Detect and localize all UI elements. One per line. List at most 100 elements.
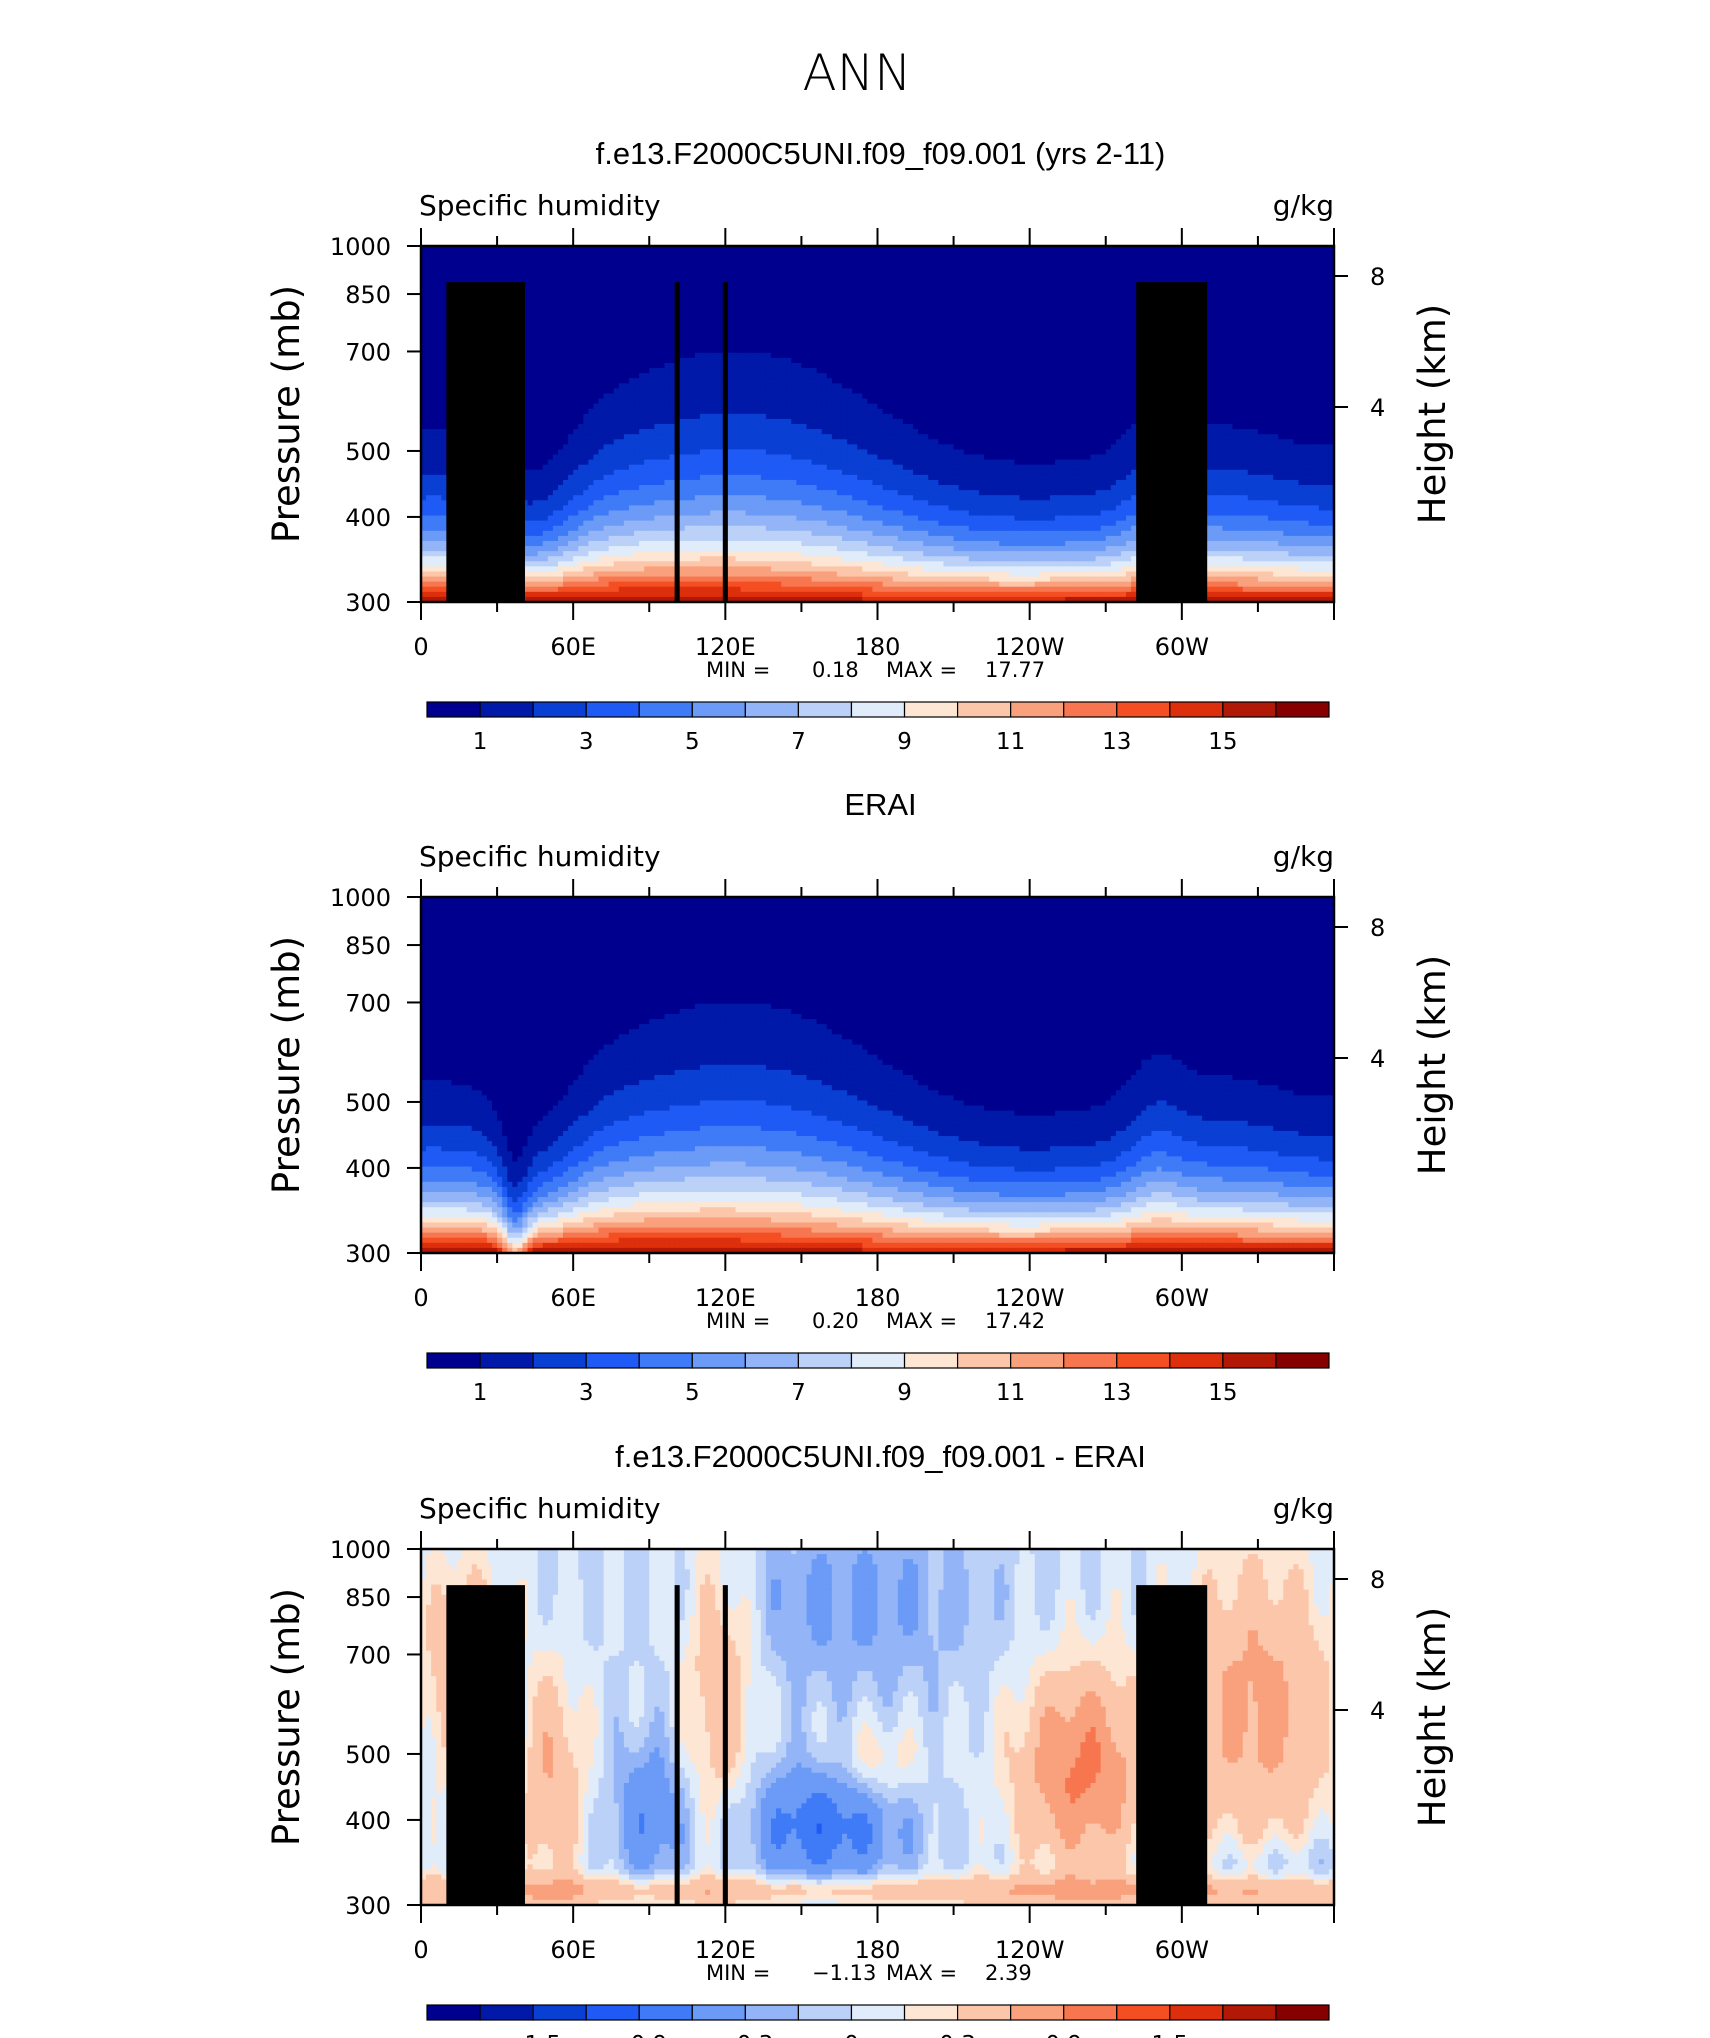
colorbar-box [1276, 1353, 1329, 1368]
min-label: MIN = [706, 658, 770, 682]
y-tick-label: 1000 [330, 233, 391, 261]
units-label: g/kg [1273, 840, 1334, 873]
colorbar-label: 13 [1102, 1380, 1131, 1406]
y-axis-title: Pressure (mb) [265, 936, 308, 1194]
min-label: MIN = [706, 1309, 770, 1333]
y-tick-label: 500 [345, 1741, 391, 1769]
colorbar-box [480, 702, 533, 717]
units-label: g/kg [1273, 189, 1334, 222]
x-tick-label: 60E [550, 1936, 596, 1964]
x-tick-label: 180 [855, 1936, 901, 1964]
colorbar-box [905, 1353, 958, 1368]
colorbar-box [692, 1353, 745, 1368]
colorbar-box [798, 2005, 851, 2020]
colorbar-box [586, 702, 639, 717]
y-tick-label: 850 [345, 1584, 391, 1612]
colorbar-box [1276, 2005, 1329, 2020]
x-tick-label: 120W [995, 633, 1065, 661]
colorbar-box [639, 2005, 692, 2020]
y-tick-label: 850 [345, 932, 391, 960]
colorbar-label: −0.9 [611, 2032, 667, 2038]
y-tick-label: 1000 [330, 884, 391, 912]
x-tick-label: 0 [413, 1284, 428, 1312]
colorbar-box [1117, 2005, 1170, 2020]
max-value: 2.39 [985, 1961, 1032, 1985]
y-tick-label: 850 [345, 281, 391, 309]
y-tick-label: 500 [345, 1089, 391, 1117]
colorbar-label: 7 [791, 729, 806, 755]
colorbar-box [1170, 702, 1223, 717]
colorbar-box [480, 2005, 533, 2020]
colorbar-box [1064, 2005, 1117, 2020]
colorbar-box [533, 702, 586, 717]
panel-title: f.e13.F2000C5UNI.f09_f09.001 - ERAI [615, 1439, 1146, 1474]
colorbar-box [798, 1353, 851, 1368]
x-tick-label: 120E [695, 633, 756, 661]
y-tick-label: 400 [345, 504, 391, 532]
y-right-tick-label: 4 [1370, 1697, 1385, 1725]
y-tick-label: 500 [345, 438, 391, 466]
colorbar-label: 1 [473, 729, 488, 755]
colorbar-label: 9 [897, 729, 912, 755]
colorbar-box [1276, 702, 1329, 717]
y-tick-label: 300 [345, 1892, 391, 1920]
x-tick-label: 0 [413, 633, 428, 661]
colorbar-box [1223, 702, 1276, 717]
colorbar-label: 5 [685, 729, 700, 755]
colorbar-box [958, 1353, 1011, 1368]
x-tick-label: 60E [550, 633, 596, 661]
contour-field [421, 897, 1335, 1254]
y-right-tick-label: 4 [1370, 1045, 1385, 1073]
max-label: MAX = [886, 658, 957, 682]
colorbar-label: 0 [844, 2032, 859, 2038]
colorbar-label: 15 [1208, 729, 1237, 755]
colorbar-box [639, 1353, 692, 1368]
x-tick-label: 120E [695, 1284, 756, 1312]
colorbar-box [1223, 2005, 1276, 2020]
colorbar-box [533, 2005, 586, 2020]
colorbar-box [427, 702, 480, 717]
y-right-axis-title: Height (km) [1411, 304, 1454, 524]
colorbar: 1 3 5 7 9 11 13 15 [427, 1353, 1329, 1406]
x-tick-label: 180 [855, 1284, 901, 1312]
colorbar-label: 15 [1208, 1380, 1237, 1406]
colorbar-box [639, 702, 692, 717]
y-tick-label: 400 [345, 1807, 391, 1835]
colorbar-box [905, 2005, 958, 2020]
x-tick-label: 60W [1155, 1936, 1209, 1964]
colorbar-label: 0.3 [939, 2032, 976, 2038]
y-right-tick-label: 8 [1370, 1566, 1385, 1594]
variable-label: Specific humidity [419, 840, 661, 873]
colorbar-label: 3 [579, 729, 594, 755]
colorbar-box [692, 702, 745, 717]
y-tick-label: 400 [345, 1155, 391, 1183]
x-tick-label: 60W [1155, 1284, 1209, 1312]
x-tick-label: 60W [1155, 633, 1209, 661]
colorbar-box [1011, 702, 1064, 717]
y-tick-label: 700 [345, 1641, 391, 1669]
y-tick-label: 700 [345, 989, 391, 1017]
colorbar-box [1223, 1353, 1276, 1368]
colorbar-box [1170, 2005, 1223, 2020]
colorbar-box [427, 1353, 480, 1368]
variable-label: Specific humidity [419, 1492, 661, 1525]
colorbar-box [745, 1353, 798, 1368]
colorbar-label: 1 [473, 1380, 488, 1406]
colorbar-label: 7 [791, 1380, 806, 1406]
colorbar-box [798, 702, 851, 717]
y-right-tick-label: 8 [1370, 263, 1385, 291]
colorbar-label: 13 [1102, 729, 1131, 755]
colorbar-box [1064, 702, 1117, 717]
y-right-tick-label: 4 [1370, 394, 1385, 422]
x-tick-label: 180 [855, 633, 901, 661]
colorbar-box [958, 702, 1011, 717]
y-right-axis-title: Height (km) [1411, 955, 1454, 1175]
units-label: g/kg [1273, 1492, 1334, 1525]
max-label: MAX = [886, 1961, 957, 1985]
colorbar-box [851, 1353, 904, 1368]
colorbar-box [745, 2005, 798, 2020]
variable-label: Specific humidity [419, 189, 661, 222]
x-tick-label: 60E [550, 1284, 596, 1312]
colorbar-box [1011, 1353, 1064, 1368]
